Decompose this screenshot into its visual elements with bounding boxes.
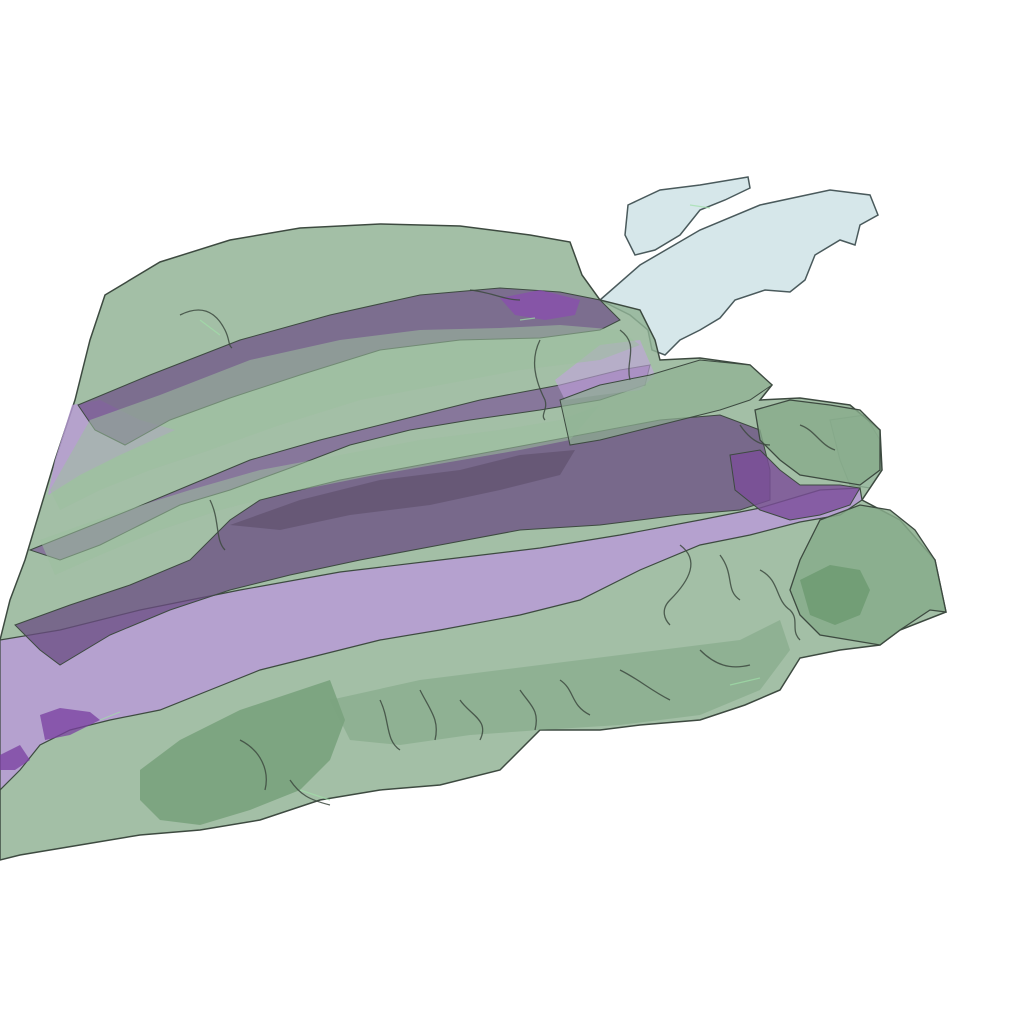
- purple-surface-lower: [0, 487, 863, 791]
- green-ridge-1: [50, 325, 640, 510]
- green-ridge-3: [559, 359, 773, 446]
- dark-purple-accent-left: [40, 708, 100, 740]
- pale-blue-surface: [598, 189, 879, 356]
- dark-purple-accent-edge: [0, 745, 30, 770]
- surface-edge-lines: [179, 289, 836, 806]
- dark-purple-fold: [230, 450, 575, 530]
- pale-blue-surface-tip: [624, 176, 751, 256]
- green-dark-patch-right: [800, 565, 870, 625]
- dark-purple-accent-top: [500, 290, 580, 320]
- surface-highlights: [99, 204, 761, 801]
- dark-purple-band-right: [729, 449, 861, 521]
- green-dark-patch-lower: [140, 680, 345, 825]
- green-mid-patch-lower: [330, 620, 790, 745]
- green-surface-right-cluster: [754, 399, 881, 486]
- green-ridge-2: [40, 405, 600, 575]
